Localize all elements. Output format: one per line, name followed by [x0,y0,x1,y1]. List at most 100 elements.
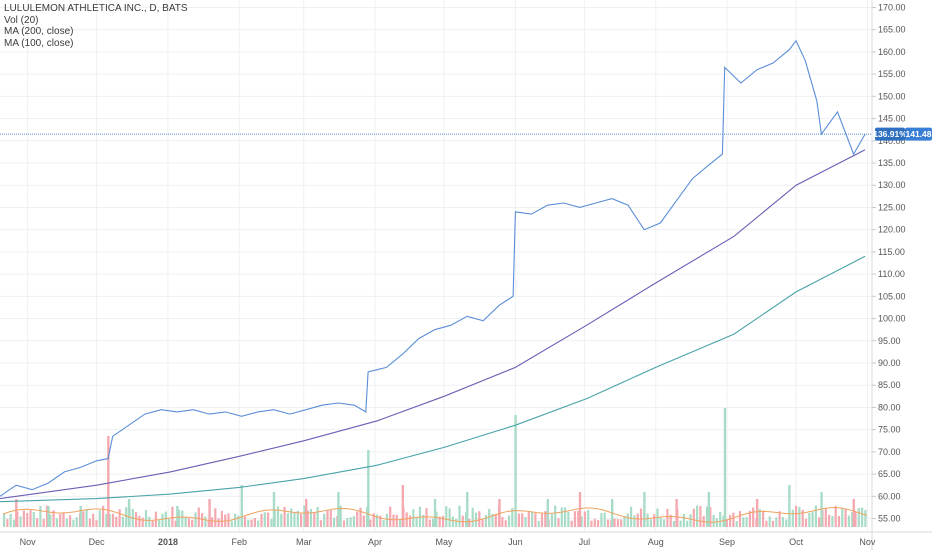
y-tick-label: 130.00 [878,180,906,190]
volume-spike-bar [514,415,517,527]
volume-bar [775,517,778,527]
x-tick-label: Sep [719,537,735,547]
y-tick-label: 125.00 [878,202,906,212]
volume-bar [659,517,662,527]
volume-bar [808,512,811,527]
volume-bar [649,519,652,527]
volume-bar [831,516,834,527]
volume-bar [177,509,181,527]
y-tick-label: 80.00 [878,402,901,412]
volume-bar [511,507,514,527]
volume-bar [771,520,775,527]
x-tick-label: Nov [20,537,37,547]
volume-bar [39,505,42,527]
volume-bar [408,515,412,527]
volume-bar [857,508,860,527]
volume-bar [253,518,256,527]
y-tick-label: 110.00 [878,269,905,279]
volume-bar [587,510,590,527]
volume-bar [474,512,478,527]
legend-volume[interactable]: Vol (20) [4,14,39,26]
volume-bar [263,512,266,527]
volume-bar [316,506,319,527]
volume-bar [333,517,336,527]
volume-bar [382,520,385,527]
volume-bar [623,516,626,527]
volume-bar [841,507,844,527]
volume-bar [174,520,177,527]
y-tick-label: 75.00 [878,425,901,435]
volume-bar [778,511,781,527]
y-tick-label: 65.00 [878,469,901,479]
volume-spike-bar [208,499,211,527]
volume-bar [82,511,85,527]
volume-spike-bar [578,492,582,527]
volume-bar [144,510,148,527]
volume-bar [593,519,596,527]
volume-bar [455,518,458,527]
x-tick-label: Nov [859,537,876,547]
legend-ma100[interactable]: MA (100, close) [4,37,74,49]
volume-bar [804,518,808,527]
volume-bar [468,519,471,527]
volume-bar [494,513,497,527]
volume-bar [283,506,286,527]
x-tick-label: May [436,537,454,547]
volume-bar [168,518,171,527]
volume-bar [379,515,382,527]
price-badge-label: 141.48 [906,129,932,139]
volume-bar [507,515,511,527]
volume-bar [705,506,709,527]
volume-bar [577,510,580,527]
volume-bar [55,518,58,527]
volume-bar [491,513,494,527]
y-axis: 55.00 60.00 65.00 70.00 75.00 80.00 85.00 90.00… [871,0,906,550]
symbol-title[interactable]: LULULEMON ATHLETICA INC., D, BATS [4,3,188,14]
ma100-line [0,255,866,503]
volume-bar [795,505,798,527]
volume-bar [725,519,728,527]
volume-bar [639,508,643,527]
volume-bar [217,518,220,527]
volume-bar [481,519,484,527]
volume-bar [501,517,504,527]
volume-bar [339,505,342,527]
volume-bar [26,513,29,527]
volume-bar [669,514,672,527]
volume-bar [709,507,712,527]
volume-bar [672,520,676,527]
volume-bar [323,513,326,527]
volume-bar [141,517,144,527]
volume-bar [564,507,567,527]
volume-bar [478,511,481,527]
volume-bar [428,519,431,527]
volume-bar [303,505,306,527]
volume-bar [385,513,388,527]
volume-bar [12,519,16,527]
volume-bar [517,513,520,527]
volume-bar [458,505,461,527]
volume-bar [187,518,190,527]
volume-bar [92,513,95,527]
volume-bar [445,506,448,527]
volume-bar [309,508,313,527]
volume-bar [851,512,854,527]
volume-bar [798,506,801,527]
legend-ma200[interactable]: MA (200, close) [4,26,74,37]
volume-bar [352,516,355,527]
volume-bar [679,520,682,527]
volume-bar [197,507,200,527]
volume-bar [738,511,742,527]
volume-bar [422,514,425,527]
volume-bar [861,507,864,527]
volume-bar [524,517,527,527]
volume-bar [49,514,52,527]
volume-bar [326,510,329,527]
volume-bar [567,511,570,527]
volume-bar [626,513,629,527]
volume-bar [342,520,346,527]
volume-bar [570,520,573,527]
volume-bar [438,516,441,527]
volume-bar [405,512,408,527]
